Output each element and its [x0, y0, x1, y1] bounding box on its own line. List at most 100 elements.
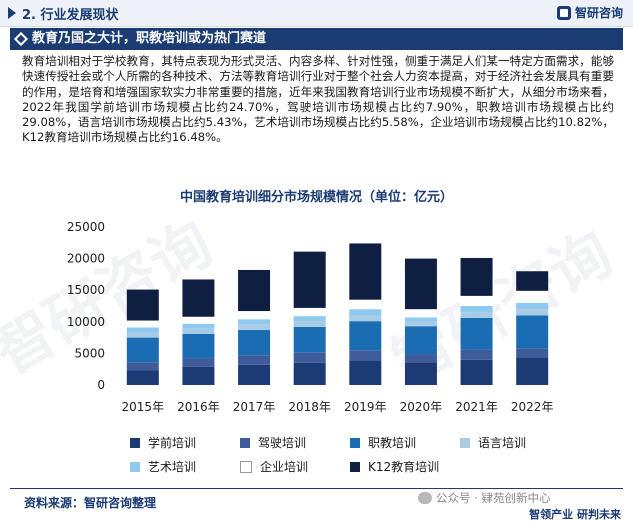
legend-swatch	[130, 437, 140, 448]
bar-segment	[404, 354, 437, 363]
bar-segment	[404, 309, 437, 318]
bar-segment	[349, 360, 382, 385]
diamond-icon	[13, 31, 29, 47]
bar-segment	[349, 299, 382, 310]
legend-item: 学前培训	[130, 434, 196, 451]
bar-segment	[404, 317, 437, 322]
brand-logo-icon	[556, 5, 571, 20]
bar-segment	[460, 312, 493, 319]
slogan: 智领产业 研判未来	[529, 508, 621, 521]
wechat-icon	[418, 492, 432, 504]
bar-segment	[293, 307, 326, 317]
bar-segment	[293, 316, 326, 322]
x-tick-label: 2017年	[233, 400, 276, 414]
headline-text: 教育乃国之大计，职教培训或为热门赛道	[32, 31, 267, 46]
bar-segment	[182, 279, 215, 317]
legend-label: 艺术培训	[148, 460, 197, 474]
bar-segment	[460, 318, 493, 350]
legend-item: 艺术培训	[130, 458, 196, 475]
wechat-account: 公众号 · 肄苑创新中心	[418, 490, 550, 506]
top-bar: 2. 行业发展现状 智研咨询	[0, 0, 633, 27]
y-tick-label: 15000	[67, 283, 105, 297]
bar-segment	[126, 289, 159, 321]
bar-segment	[238, 355, 271, 365]
bar-segment	[460, 349, 493, 360]
bar-segment	[182, 366, 215, 385]
bar-segment	[349, 309, 382, 316]
bar-segment	[516, 290, 549, 303]
x-tick-label: 2020年	[400, 400, 443, 414]
bar-segment	[182, 328, 215, 334]
bar-segment	[126, 337, 159, 363]
bar-segment	[126, 327, 159, 333]
bar-segment	[404, 362, 437, 385]
headline-banner: 教育乃国之大计，职教培训或为热门赛道	[10, 28, 623, 50]
bar-segment	[238, 364, 271, 385]
legend-swatch	[130, 461, 140, 472]
bar-segment	[404, 326, 437, 355]
section-marker-icon	[8, 7, 16, 19]
bar-segment	[126, 362, 159, 371]
legend-item: K12教育培训	[350, 458, 439, 475]
legend-item: 驾驶培训	[240, 434, 306, 451]
bar-segment	[238, 330, 271, 356]
bar-segment	[516, 271, 549, 291]
bar-segment	[293, 326, 326, 353]
brand: 智研咨询	[556, 4, 623, 21]
legend-swatch	[240, 460, 252, 473]
bar-segment	[238, 324, 271, 331]
bar-segment	[238, 269, 271, 312]
legend-swatch	[350, 461, 360, 472]
y-tick-label: 10000	[67, 315, 105, 329]
y-tick-label: 0	[97, 378, 105, 392]
stacked-bar-chart: 0 5000 10000 15000 20000 25000 2015年 2016年 2017年…	[67, 220, 554, 414]
bar-segment	[293, 352, 326, 363]
section-title: 2. 行业发展现状	[22, 8, 119, 23]
bar-segment	[349, 321, 382, 351]
x-tick-label: 2015年	[122, 400, 165, 414]
bar-segment	[349, 315, 382, 322]
bar-segment	[182, 323, 215, 329]
bar-segment	[516, 357, 549, 385]
bar-segment	[182, 333, 215, 359]
legend-swatch	[240, 437, 250, 448]
legend-label: 企业培训	[260, 460, 309, 474]
legend-label: 语言培训	[478, 436, 527, 450]
x-tick-label: 2021年	[455, 400, 498, 414]
legend-label: 职教培训	[368, 436, 417, 450]
y-tick-label: 20000	[67, 252, 105, 266]
bar-segment	[460, 306, 493, 313]
legend-label: 学前培训	[148, 436, 197, 450]
legend-label: 驾驶培训	[258, 436, 307, 450]
bar-segment	[293, 251, 326, 308]
bar-segment	[293, 362, 326, 385]
chart-title: 中国教育培训细分市场规模情况（单位：亿元）	[179, 190, 453, 205]
bar-segment	[460, 359, 493, 385]
bar-segment	[404, 321, 437, 327]
bar-segment	[126, 320, 159, 328]
x-tick-label: 2022年	[511, 400, 554, 414]
bar-segment	[460, 257, 493, 296]
source-note: 资料来源：智研咨询整理	[24, 496, 157, 510]
y-tick-label: 25000	[67, 220, 105, 234]
bar-segment	[516, 315, 549, 349]
wechat-label: 公众号 · 肄苑创新中心	[436, 491, 551, 505]
y-tick-label: 5000	[74, 346, 105, 360]
bar-segment	[349, 243, 382, 300]
legend-swatch	[350, 437, 360, 448]
bar-segment	[516, 309, 549, 316]
footer-divider	[10, 488, 623, 489]
bar-segment	[293, 321, 326, 327]
bar-segment	[516, 348, 549, 358]
legend-item: 语言培训	[460, 434, 526, 451]
bar-segment	[404, 258, 437, 310]
bar-segment	[126, 332, 159, 338]
bar-segment	[238, 311, 271, 320]
bar-segment	[238, 319, 271, 325]
legend-swatch	[460, 437, 470, 448]
x-tick-label: 2018年	[288, 400, 331, 414]
bar-segment	[460, 295, 493, 306]
x-tick-label: 2019年	[344, 400, 387, 414]
x-tick-label: 2016年	[177, 400, 220, 414]
bar-segment	[182, 358, 215, 367]
